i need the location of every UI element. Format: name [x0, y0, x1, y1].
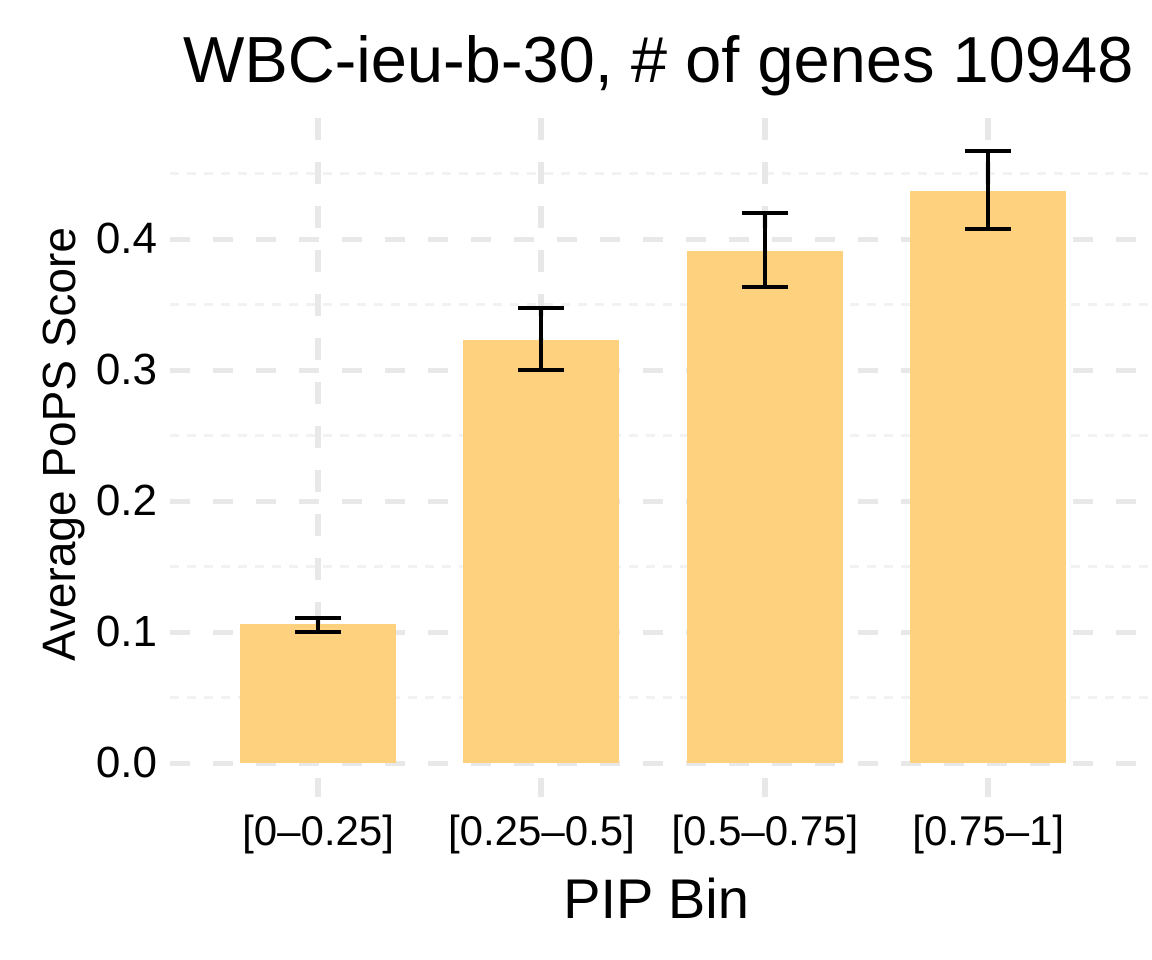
y-tick-label: 0.3: [95, 345, 157, 394]
grid-minor-line: [170, 172, 1152, 175]
grid-minor-line: [170, 696, 1152, 699]
error-bar-cap: [295, 630, 341, 634]
error-bar-cap: [741, 285, 788, 290]
bar: [686, 250, 843, 763]
y-tick-label: 0.4: [95, 214, 157, 263]
error-bar-cap: [295, 615, 341, 620]
chart-title: WBC-ieu-b-30, # of genes 10948: [183, 23, 1134, 96]
bar: [910, 190, 1067, 763]
grid-minor-line: [170, 303, 1152, 306]
bar: [240, 624, 396, 763]
grid-major-line: [170, 367, 1152, 373]
bar: [463, 339, 620, 763]
y-tick-label: 0.0: [95, 738, 157, 787]
error-bar-cap: [965, 226, 1012, 231]
grid-vertical-line: [315, 118, 321, 797]
error-bar-cap: [518, 368, 565, 372]
x-tick-label: [0.5–0.75]: [671, 807, 859, 854]
error-bar-cap: [965, 149, 1012, 154]
error-bar-line: [986, 151, 991, 229]
x-tick-label: [0.25–0.5]: [447, 807, 635, 854]
error-bar-line: [316, 617, 320, 632]
grid-major-line: [170, 629, 1152, 635]
grid-minor-line: [170, 565, 1152, 568]
x-tick-label: [0–0.25]: [242, 807, 394, 854]
x-axis-title: PIP Bin: [563, 867, 749, 930]
y-tick-label: 0.2: [95, 476, 157, 525]
error-bar-line: [539, 308, 544, 370]
error-bar-cap: [518, 306, 565, 311]
x-tick-label: [0.75–1]: [912, 807, 1065, 854]
y-tick-label: 0.1: [95, 607, 157, 656]
grid-major-line: [170, 760, 1152, 766]
grid-major-line: [170, 236, 1152, 242]
error-bar-cap: [741, 210, 788, 215]
grid-major-line: [170, 498, 1152, 504]
error-bar-line: [762, 212, 767, 288]
grid-minor-line: [170, 434, 1152, 437]
